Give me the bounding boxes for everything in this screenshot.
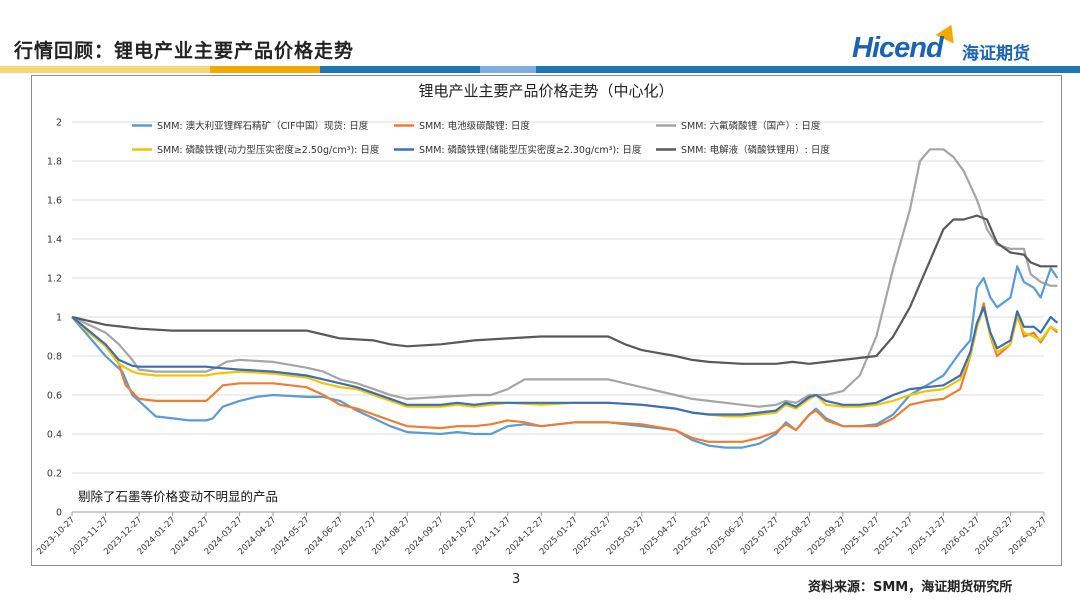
page-number: 3	[512, 572, 521, 587]
y-tick-label: 1.2	[47, 274, 62, 285]
series-line	[71, 214, 1058, 365]
series-line	[71, 306, 1059, 416]
legend-label: SMM: 磷酸铁锂(储能型压实密度≥2.30g/cm³): 日度	[419, 144, 642, 156]
y-tick-label: 2	[56, 118, 62, 129]
y-tick-label: 0.6	[47, 391, 62, 402]
legend-label: SMM: 澳大利亚锂辉石精矿（CIF中国）现货: 日度	[157, 120, 369, 132]
series-line	[71, 148, 1058, 408]
legend-label: SMM: 电池级碳酸锂: 日度	[419, 120, 530, 132]
chart-frame: 锂电产业主要产品价格走势（中心化） 0 0.2 0.4 0.6 0.8 1 1.2 1.4 1.…	[31, 75, 1062, 566]
series-line	[71, 265, 1059, 449]
header-band-blue	[320, 66, 480, 73]
header-band-light	[480, 66, 536, 73]
logo-brand: Hicend	[852, 32, 944, 64]
legend-label: SMM: 六氟磷酸锂（国产）: 日度	[681, 120, 821, 132]
y-tick-label: 0.8	[47, 352, 62, 363]
logo: Hicend 海证期货	[852, 20, 1064, 66]
y-tick-label: 1.6	[47, 196, 62, 207]
y-tick-label: 0.4	[47, 430, 62, 441]
header-band-blue-2	[536, 66, 1080, 73]
header-band-yellow-2	[210, 66, 320, 73]
source-note: 资料来源：SMM，海证期货研究所	[808, 580, 1013, 595]
price-chart: 锂电产业主要产品价格走势（中心化） 0 0.2 0.4 0.6 0.8 1 1.2 1.4 1.…	[35, 82, 1059, 557]
page-title: 行情回顾：锂电产业主要产品价格走势	[14, 40, 355, 62]
y-tick-label: 1	[56, 313, 62, 324]
series-line	[71, 306, 1058, 418]
y-tick-label: 0.2	[47, 469, 62, 480]
header-band-yellow-1	[0, 66, 210, 73]
y-tick-label: 1.8	[47, 157, 62, 168]
legend-label: SMM: 电解液（磷酸铁锂用）: 日度	[681, 144, 830, 156]
chart-annotation: 剔除了石墨等价格变动不明显的产品	[78, 489, 278, 504]
chart-title: 锂电产业主要产品价格走势（中心化）	[418, 82, 673, 100]
logo-name-cn: 海证期货	[962, 44, 1030, 64]
legend-label: SMM: 磷酸铁锂(动力型压实密度≥2.50g/cm³): 日度	[157, 144, 380, 156]
y-tick-label: 1.4	[47, 235, 62, 246]
y-tick-label: 0	[56, 508, 62, 519]
